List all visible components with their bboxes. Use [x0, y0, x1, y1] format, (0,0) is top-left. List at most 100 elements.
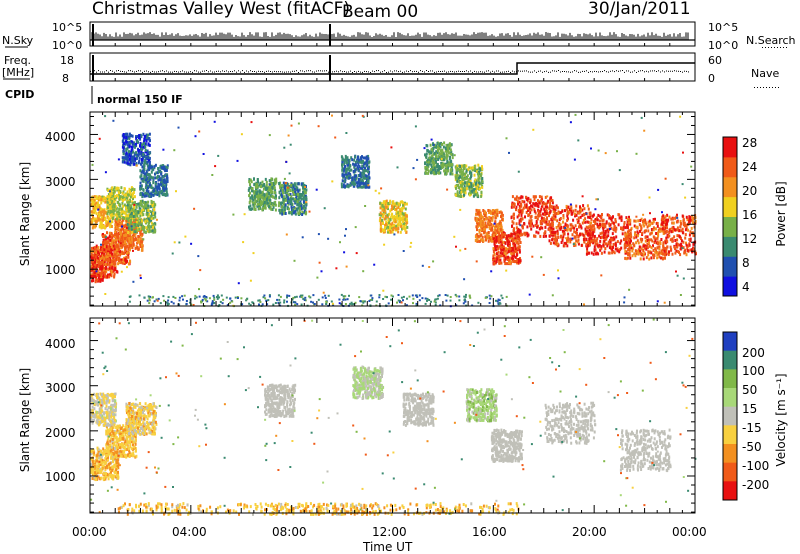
data-cell — [511, 206, 513, 209]
data-cell — [135, 236, 137, 239]
data-cell — [455, 194, 457, 197]
data-cell — [594, 248, 596, 251]
data-cell — [583, 207, 585, 210]
data-cell — [116, 271, 118, 274]
data-cell — [298, 196, 300, 199]
data-cell — [127, 214, 129, 217]
data-cell — [123, 156, 125, 159]
data-cell — [107, 237, 109, 240]
data-cell — [398, 203, 400, 206]
data-cell — [547, 223, 549, 226]
data-cell — [548, 228, 550, 231]
data-cell — [341, 169, 343, 172]
data-cell — [485, 225, 487, 228]
data-cell — [600, 245, 602, 248]
data-cell — [571, 213, 573, 216]
data-cell — [482, 216, 484, 219]
data-cell — [478, 229, 480, 232]
data-cell — [463, 194, 465, 197]
data-cell — [264, 201, 266, 204]
data-cell — [167, 166, 169, 169]
data-cell — [492, 216, 494, 219]
data-cell — [122, 228, 124, 231]
data-cell — [154, 203, 156, 206]
data-cell — [560, 211, 562, 214]
data-cell — [271, 186, 273, 189]
data-cell — [131, 188, 133, 191]
data-cell — [130, 244, 132, 247]
data-cell — [365, 182, 367, 185]
data-cell — [282, 192, 284, 195]
data-cell — [144, 176, 146, 179]
data-cell — [580, 225, 582, 228]
data-cell — [513, 206, 515, 209]
data-cell — [559, 228, 561, 231]
data-cell — [139, 232, 141, 235]
data-cell — [460, 181, 462, 184]
data-cell — [441, 143, 443, 146]
data-cell — [466, 187, 468, 190]
data-cell — [566, 219, 568, 222]
data-cell — [599, 240, 601, 243]
data-cell — [482, 220, 484, 223]
data-cell — [109, 232, 111, 235]
data-cell — [154, 216, 156, 219]
data-cell — [360, 161, 362, 164]
data-cell — [555, 206, 557, 209]
data-cell — [541, 196, 543, 199]
data-cell — [481, 180, 483, 183]
data-cell — [459, 165, 461, 168]
data-cell — [165, 187, 167, 190]
data-cell — [470, 167, 472, 170]
data-cell — [132, 151, 134, 154]
data-cell — [288, 200, 290, 203]
data-cell — [545, 218, 547, 221]
data-cell — [157, 183, 159, 186]
data-cell — [152, 168, 154, 171]
data-cell — [116, 248, 118, 251]
data-cell — [498, 251, 500, 254]
data-cell — [126, 133, 128, 136]
data-cell — [132, 223, 134, 226]
data-cell — [253, 208, 255, 211]
data-cell — [551, 205, 553, 208]
data-cell — [161, 166, 163, 169]
data-cell — [517, 216, 519, 219]
data-cell — [129, 144, 131, 147]
data-cell — [127, 201, 129, 204]
data-cell — [114, 223, 116, 226]
data-cell — [473, 191, 475, 194]
data-cell — [297, 200, 299, 203]
data-cell — [385, 223, 387, 226]
data-cell — [264, 204, 266, 207]
data-cell — [542, 213, 544, 216]
data-cell — [508, 234, 510, 237]
data-cell — [529, 201, 531, 204]
data-cell — [272, 191, 274, 194]
data-cell — [148, 190, 150, 193]
data-cell — [464, 181, 466, 184]
data-cell — [268, 189, 270, 192]
data-cell — [302, 191, 304, 194]
data-cell — [142, 193, 144, 196]
data-cell — [587, 204, 589, 207]
data-cell — [493, 247, 495, 250]
data-cell — [368, 173, 370, 176]
data-cell — [142, 153, 144, 156]
data-cell — [303, 200, 305, 203]
data-cell — [604, 225, 606, 228]
data-cell — [128, 141, 130, 144]
data-cell — [450, 169, 452, 172]
data-cell — [101, 248, 103, 251]
data-cell — [127, 256, 129, 259]
data-cell — [121, 261, 123, 264]
data-cell — [349, 159, 351, 162]
data-cell — [441, 149, 443, 152]
data-cell — [490, 212, 492, 215]
data-cell — [431, 148, 433, 151]
data-cell — [252, 197, 254, 200]
data-cell — [488, 231, 490, 234]
data-cell — [398, 221, 400, 224]
data-cell — [514, 244, 516, 247]
data-cell — [156, 187, 158, 190]
